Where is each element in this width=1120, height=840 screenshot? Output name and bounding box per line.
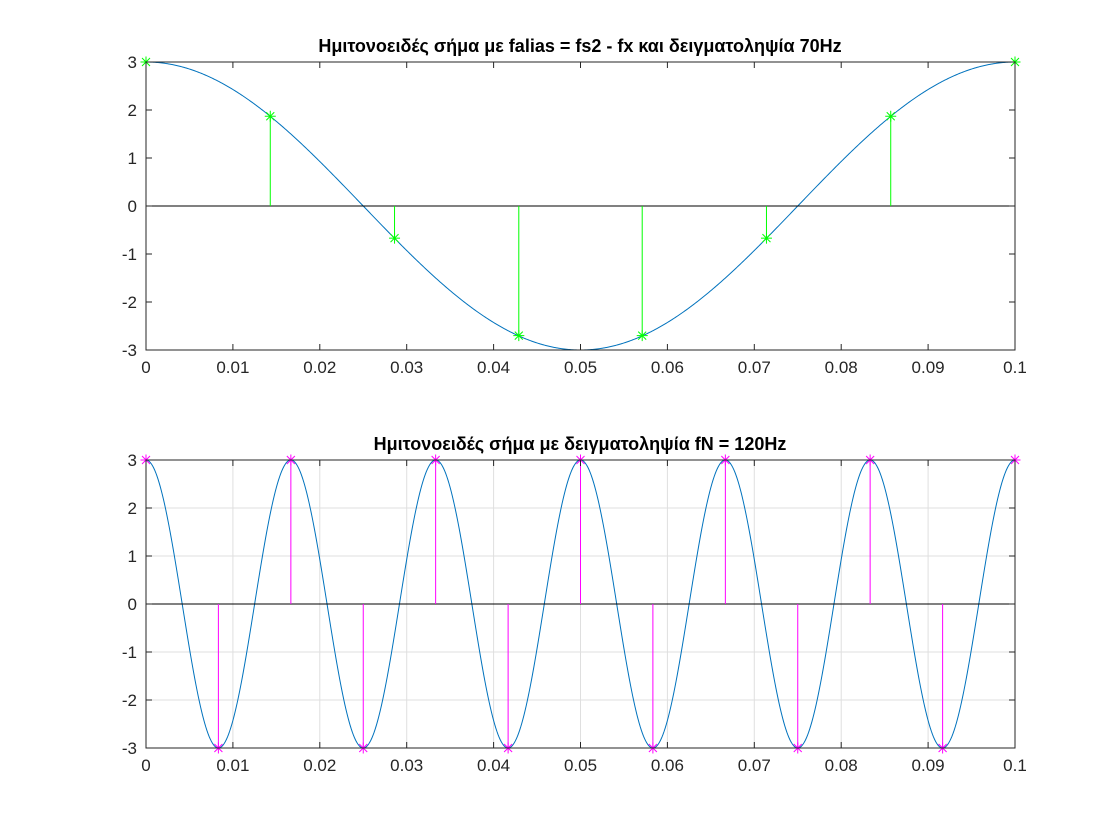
top-x-tick-label-2: 0.02 [303,358,336,377]
top-sample-marker-2 [389,232,401,244]
bottom-x-tick-label-8: 0.08 [825,756,858,775]
top-y-tick-label-6: -3 [122,341,137,360]
bottom-y-tick-label-3: 0 [128,595,137,614]
top-x-tick-label-6: 0.06 [651,358,684,377]
bottom-x-tick-label-6: 0.06 [651,756,684,775]
bottom-plot-title: Ημιτονοειδές σήμα με δειγματοληψία fN = … [374,434,787,454]
top-sample-marker-4 [636,330,648,342]
top-x-tick-label-10: 0.1 [1003,358,1027,377]
top-y-tick-label-2: 1 [128,149,137,168]
top-subplot: Ημιτονοειδές σήμα με falias = fs2 - fx κ… [122,36,1027,377]
top-sample-marker-3 [513,330,525,342]
bottom-y-tick-label-2: 1 [128,547,137,566]
bottom-subplot: Ημιτονοειδές σήμα με δειγματοληψία fN = … [122,434,1027,775]
bottom-y-tick-label-5: -2 [122,691,137,710]
top-sample-marker-5 [760,232,772,244]
top-y-tick-label-4: -1 [122,245,137,264]
top-sample-marker-6 [885,110,897,122]
top-y-tick-label-5: -2 [122,293,137,312]
bottom-x-tick-label-10: 0.1 [1003,756,1027,775]
bottom-y-tick-label-0: 3 [128,451,137,470]
top-x-tick-label-5: 0.05 [564,358,597,377]
bottom-x-tick-label-4: 0.04 [477,756,510,775]
top-x-tick-label-1: 0.01 [216,358,249,377]
top-y-tick-label-0: 3 [128,53,137,72]
bottom-x-tick-label-7: 0.07 [738,756,771,775]
bottom-x-tick-label-0: 0 [141,756,150,775]
bottom-x-tick-label-9: 0.09 [912,756,945,775]
top-plot-title: Ημιτονοειδές σήμα με falias = fs2 - fx κ… [318,36,841,56]
top-x-tick-label-9: 0.09 [912,358,945,377]
top-x-tick-label-4: 0.04 [477,358,510,377]
top-x-tick-label-0: 0 [141,358,150,377]
top-x-tick-label-7: 0.07 [738,358,771,377]
bottom-x-tick-label-5: 0.05 [564,756,597,775]
top-y-tick-label-3: 0 [128,197,137,216]
bottom-x-tick-label-1: 0.01 [216,756,249,775]
top-sample-marker-1 [264,110,276,122]
top-y-tick-label-1: 2 [128,101,137,120]
bottom-x-tick-label-2: 0.02 [303,756,336,775]
top-x-tick-label-8: 0.08 [825,358,858,377]
top-x-tick-label-3: 0.03 [390,358,423,377]
bottom-x-tick-label-3: 0.03 [390,756,423,775]
bottom-y-tick-label-4: -1 [122,643,137,662]
bottom-y-tick-label-1: 2 [128,499,137,518]
bottom-y-tick-label-6: -3 [122,739,137,758]
